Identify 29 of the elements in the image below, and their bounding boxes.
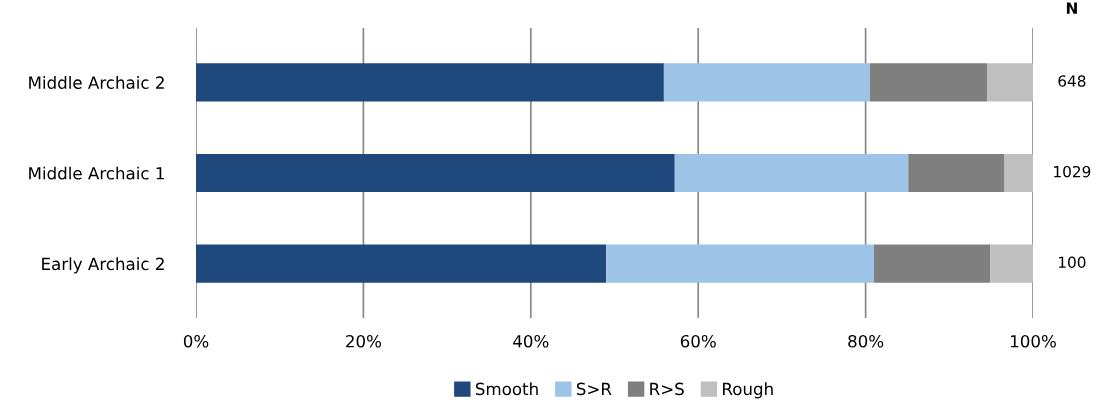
legend-label: Smooth: [475, 382, 538, 396]
x-tick-label: 40%: [513, 334, 549, 348]
x-tick-label: 80%: [848, 334, 884, 348]
text: N: [1066, 2, 1077, 14]
bar: [663, 63, 870, 102]
y-tick-label: Middle Archaic 2: [29, 76, 164, 89]
bar: [986, 63, 1033, 102]
text: 1029: [1054, 165, 1091, 178]
y-tick-label: Middle Archaic 1: [29, 166, 164, 180]
y-tick-label: Early Archaic 2: [42, 257, 164, 274]
bar: [674, 153, 909, 193]
x-tick-label: 0%: [183, 334, 209, 348]
legend-label: Rough: [723, 382, 773, 399]
bar: [196, 153, 675, 193]
x-tick-label: 20%: [346, 334, 381, 348]
bar: [196, 244, 607, 283]
legend-label: R>S: [650, 382, 684, 396]
text: 648: [1058, 75, 1086, 87]
bar: [990, 244, 1033, 283]
bar: [606, 244, 874, 283]
x-tick-label: 60%: [680, 334, 716, 348]
bar: [1004, 153, 1033, 193]
x-tick-label: 100%: [1011, 334, 1056, 348]
bar: [869, 63, 987, 102]
text: 100: [1058, 256, 1086, 269]
bar: [908, 153, 1005, 193]
bar: [873, 244, 991, 283]
bar: [196, 63, 664, 102]
legend-label: S>R: [576, 382, 612, 396]
